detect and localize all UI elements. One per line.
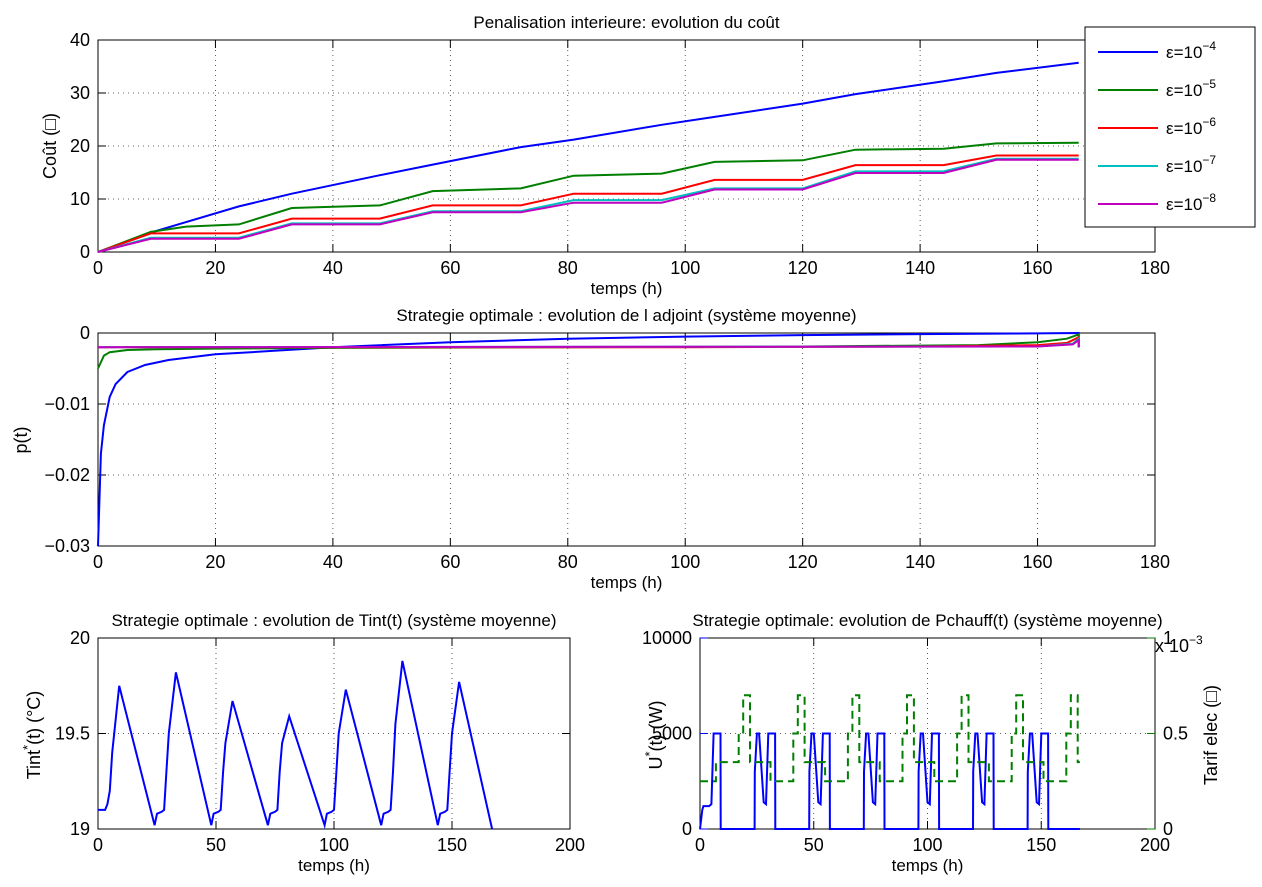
series-line-4 — [97, 157, 1079, 253]
x-axis-label: temps (h) — [591, 279, 663, 298]
y-right-tick-label: 0 — [1163, 819, 1173, 839]
series-line-3 — [97, 154, 1079, 253]
x-tick-label: 60 — [440, 258, 460, 278]
y-tick-label: −0.02 — [44, 465, 90, 485]
x-axis-label: temps (h) — [591, 573, 663, 592]
y-axis-label-left: U*(t) (W) — [642, 700, 666, 769]
x-tick-label: 150 — [1026, 835, 1056, 855]
x-axis-label: temps (h) — [298, 856, 370, 875]
x-tick-label: 140 — [905, 258, 935, 278]
y-right-tick-label: 0.5 — [1163, 724, 1188, 744]
x-tick-label: 20 — [205, 552, 225, 572]
chart-title: Strategie optimale: evolution de Pchauff… — [692, 611, 1162, 630]
series-line-5 — [97, 338, 1080, 349]
y-tick-label: 10000 — [642, 628, 692, 648]
y-tick-label: 5000 — [652, 724, 692, 744]
y-axis-label: Tint*(t) (°C) — [20, 691, 44, 780]
y-tick-label: 40 — [70, 30, 90, 50]
exponent-label: x 10−3 — [1155, 633, 1203, 656]
x-tick-label: 160 — [1023, 552, 1053, 572]
y-tick-label: −0.01 — [44, 394, 90, 414]
x-tick-label: 50 — [206, 835, 226, 855]
panel-2: 0 20 40 60 80 100 120 140 160 180 −0.03 −0.02 −0.01 0… — [11, 306, 1170, 592]
chart-title: Penalisation interieure: evolution du co… — [473, 13, 779, 32]
x-tick-label: 120 — [788, 552, 818, 572]
x-tick-label: 20 — [205, 258, 225, 278]
panel-3: 0 50 100 150 200 19 19.5 20 Strategie optimale :… — [20, 611, 585, 875]
legend: ε=10−4ε=10−5ε=10−6ε=10−7ε=10−8 — [1084, 26, 1256, 228]
x-axis-label: temps (h) — [892, 856, 964, 875]
y-tick-label: −0.03 — [44, 536, 90, 556]
series-line-1 — [699, 732, 1080, 830]
x-tick-label: 100 — [670, 552, 700, 572]
x-tick-label: 180 — [1140, 552, 1170, 572]
y-axis-label: p(t) — [11, 427, 31, 454]
y-tick-label: 19.5 — [55, 724, 90, 744]
y-tick-label: 0 — [80, 323, 90, 343]
panel-1: 0 20 40 60 80 100 120 140 160 180 0 10 20 30 40 Penalis… — [40, 13, 1256, 298]
x-tick-label: 200 — [555, 835, 585, 855]
y-tick-label: 0 — [80, 242, 90, 262]
y-tick-label: 0 — [682, 819, 692, 839]
y-tick-label: 30 — [70, 83, 90, 103]
series-line-2 — [97, 332, 1080, 369]
series-line-5 — [97, 158, 1079, 253]
x-tick-label: 40 — [323, 552, 343, 572]
axes-frame — [97, 332, 1156, 547]
x-tick-label: 0 — [93, 552, 103, 572]
y-tick-label: 20 — [70, 628, 90, 648]
series-line-1 — [98, 660, 494, 830]
series-line-2 — [97, 141, 1079, 253]
x-tick-label: 80 — [558, 258, 578, 278]
x-tick-label: 60 — [440, 552, 460, 572]
y-tick-label: 20 — [70, 136, 90, 156]
axes-frame — [97, 39, 1156, 253]
series-line-1 — [97, 331, 1080, 547]
x-tick-label: 100 — [670, 258, 700, 278]
x-tick-label: 100 — [319, 835, 349, 855]
series-line-1 — [97, 61, 1079, 253]
y-right-tick-label: 1 — [1163, 628, 1173, 648]
series-line-2 — [700, 694, 1080, 783]
x-tick-label: 120 — [788, 258, 818, 278]
y-tick-label: 19 — [70, 819, 90, 839]
x-tick-label: 50 — [804, 835, 824, 855]
x-tick-label: 40 — [323, 258, 343, 278]
x-tick-label: 0 — [93, 258, 103, 278]
x-tick-label: 0 — [93, 835, 103, 855]
y-axis-label: Coût (□) — [40, 113, 60, 179]
x-tick-label: 180 — [1140, 258, 1170, 278]
y-tick-label: 10 — [70, 189, 90, 209]
x-tick-label: 160 — [1023, 258, 1053, 278]
chart-title: Strategie optimale : evolution de l adjo… — [396, 306, 856, 325]
x-tick-label: 140 — [905, 552, 935, 572]
chart-title: Strategie optimale : evolution de Tint(t… — [111, 611, 556, 630]
x-tick-label: 200 — [1140, 835, 1170, 855]
x-tick-label: 0 — [695, 835, 705, 855]
x-tick-label: 150 — [437, 835, 467, 855]
x-tick-label: 80 — [558, 552, 578, 572]
x-tick-label: 100 — [912, 835, 942, 855]
y-axis-label-right: Tarif elec (□) — [1201, 685, 1221, 785]
